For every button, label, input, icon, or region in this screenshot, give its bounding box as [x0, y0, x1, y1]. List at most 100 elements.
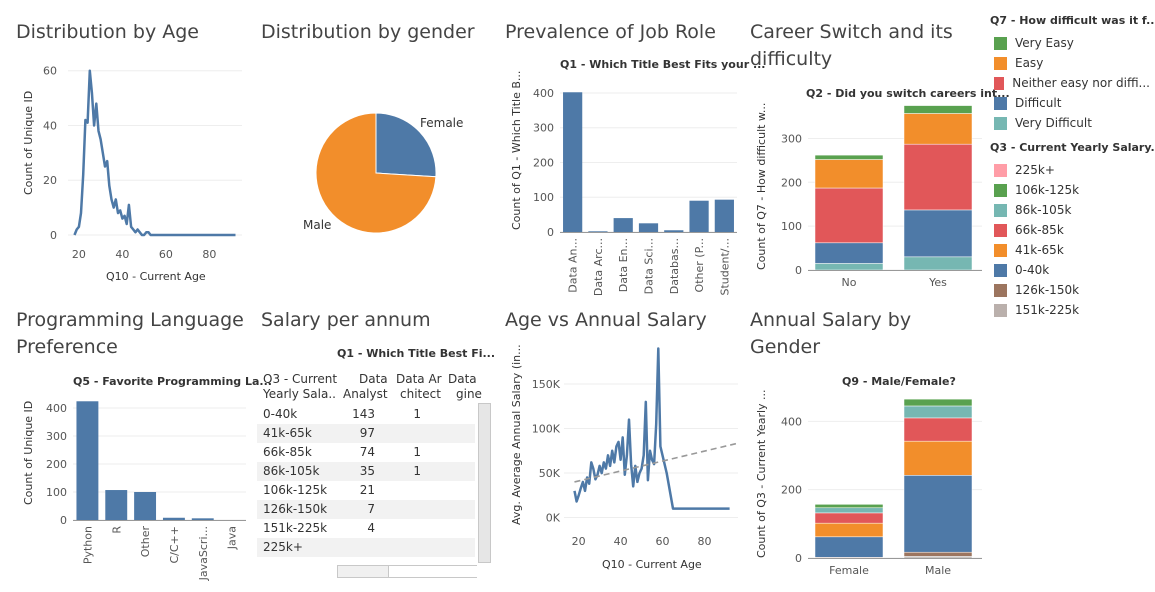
age-x-tick-label: 60 [159, 248, 173, 261]
age-x-tick-label: 80 [202, 248, 216, 261]
table-cell: 1 [413, 445, 421, 459]
salgender-bar-segment [903, 405, 973, 419]
career-bar-segment [903, 113, 973, 145]
career-bar-segment [903, 105, 973, 114]
scrollbar-thumb[interactable] [388, 566, 477, 577]
proglang-x-tick-label: R [110, 526, 123, 534]
jobrole-y-tick-label: 100 [533, 191, 554, 204]
q3-legend-item[interactable]: 41k-65k [990, 240, 1150, 260]
table-row: 151k-225k 4 [257, 519, 475, 538]
legend-q3-title: Q3 - Current Yearly Salary... [990, 141, 1155, 154]
legend-label: Easy [1015, 56, 1044, 70]
q3-legend-item[interactable]: 225k+ [990, 160, 1150, 180]
salgender-chart-title: Annual Salary by Gender [750, 309, 912, 358]
proglang-x-tick-label: JavaScri... [197, 526, 210, 581]
age-x-axis-title: Q10 - Current Age [106, 270, 206, 283]
legend-swatch [994, 223, 1007, 237]
salgender-subtitle: Q9 - Male/Female? [842, 375, 956, 388]
q7-legend-item[interactable]: Very Easy [990, 33, 1150, 53]
proglang-chart-title: Programming Language Preference [16, 309, 244, 358]
table-cell: 143 [352, 407, 375, 421]
q7-legend-item[interactable]: Neither easy nor diffi... [990, 73, 1150, 93]
q3-legend-item[interactable]: 66k-85k [990, 220, 1150, 240]
table-row-label: 41k-65k [263, 426, 312, 440]
legend-swatch [994, 76, 1005, 90]
career-x-tick-label: Yes [928, 276, 947, 289]
salgender-bar-segment [903, 556, 973, 559]
table-cell: 1 [413, 464, 421, 478]
pie-label-male: Male [303, 218, 331, 232]
age-x-tick-label: 40 [115, 248, 129, 261]
table-horizontal-scrollbar[interactable] [337, 565, 477, 578]
agesal-trendline [574, 442, 737, 483]
legend-swatch [994, 303, 1007, 317]
agesal-x-tick-label: 40 [614, 535, 628, 548]
legend-q3-items: 225k+ 106k-125k 86k-105k 66k-85k 41k-65k 0-40… [990, 160, 1150, 320]
gender-chart-title: Distribution by gender [261, 21, 475, 43]
agesal-chart-title: Age vs Annual Salary [505, 309, 707, 331]
age-y-tick-label: 60 [43, 65, 57, 78]
legend-label: Very Easy [1015, 36, 1074, 50]
salgender-bar-segment [814, 504, 884, 509]
legend-swatch [994, 163, 1007, 177]
table-col-header-analyst-1: Data [359, 372, 388, 386]
q3-legend-item[interactable]: 151k-225k [990, 300, 1150, 320]
proglang-y-tick-label: 300 [46, 430, 67, 443]
proglang-x-tick-label: Other [139, 526, 152, 558]
career-bar-segment [814, 159, 884, 189]
table-row: 225k+ [257, 538, 475, 557]
jobrole-x-tick-label: Data An... [567, 238, 580, 293]
table-cell: 7 [367, 502, 375, 516]
table-row: 106k-125k 21 [257, 481, 475, 500]
table-row-label: 126k-150k [263, 502, 328, 516]
legend-label: 66k-85k [1015, 223, 1064, 237]
proglang-x-tick-label: C/C++ [168, 526, 181, 564]
salgender-bar-segment [903, 475, 973, 553]
legend-swatch [994, 36, 1007, 50]
career-y-tick-label: 0 [795, 264, 802, 277]
career-bar-segment [814, 242, 884, 264]
table-vertical-scrollbar[interactable] [478, 403, 491, 563]
q3-legend-item[interactable]: 126k-150k [990, 280, 1150, 300]
agesal-x-tick-label: 60 [656, 535, 670, 548]
q7-legend-item[interactable]: Easy [990, 53, 1150, 73]
table-row: 0-40k 143 1 [257, 405, 475, 424]
q3-legend-item[interactable]: 0-40k [990, 260, 1150, 280]
q7-legend-item[interactable]: Very Difficult [990, 113, 1150, 133]
q7-legend-item[interactable]: Difficult [990, 93, 1150, 113]
jobrole-bar [563, 92, 583, 232]
table-row: 66k-85k 74 1 [257, 443, 475, 462]
career-bar-segment [814, 263, 884, 271]
age-y-tick-label: 40 [43, 119, 57, 132]
table-row-label: 225k+ [263, 540, 303, 554]
age-chart-title: Distribution by Age [16, 21, 199, 43]
career-bar-segment [814, 154, 884, 160]
table-row-label: 151k-225k [263, 521, 328, 535]
legend-label: 126k-150k [1015, 283, 1080, 297]
agesal-y-tick-label: 50K [539, 467, 561, 480]
table-row-label: 66k-85k [263, 445, 312, 459]
table-cell: 97 [359, 426, 375, 440]
jobrole-bar [714, 199, 734, 232]
table-cell: 4 [367, 521, 375, 535]
salgender-bar-segment [814, 522, 884, 538]
q3-legend-item[interactable]: 106k-125k [990, 180, 1150, 200]
salgender-y-tick-label: 400 [781, 415, 802, 428]
salgender-bar-segment [903, 398, 973, 407]
career-y-tick-label: 100 [781, 220, 802, 233]
jobrole-x-tick-label: Databas... [668, 238, 681, 294]
jobrole-bar [689, 200, 709, 232]
salgender-x-tick-label: Female [829, 564, 869, 577]
pie-label-female: Female [420, 116, 463, 130]
q3-legend-item[interactable]: 86k-105k [990, 200, 1150, 220]
jobrole-subtitle: Q1 - Which Title Best Fits your ... [560, 58, 766, 71]
legend-label: 0-40k [1015, 263, 1050, 277]
legend-swatch [994, 263, 1007, 277]
table-row-label: 86k-105k [263, 464, 320, 478]
proglang-y-tick-label: 100 [46, 486, 67, 499]
table-col-header-analyst-2: Analyst [343, 387, 388, 401]
legend-swatch [994, 203, 1007, 217]
agesal-x-tick-label: 80 [697, 535, 711, 548]
legend-panel: Q7 - How difficult was it f... Very Easy… [990, 12, 1155, 320]
